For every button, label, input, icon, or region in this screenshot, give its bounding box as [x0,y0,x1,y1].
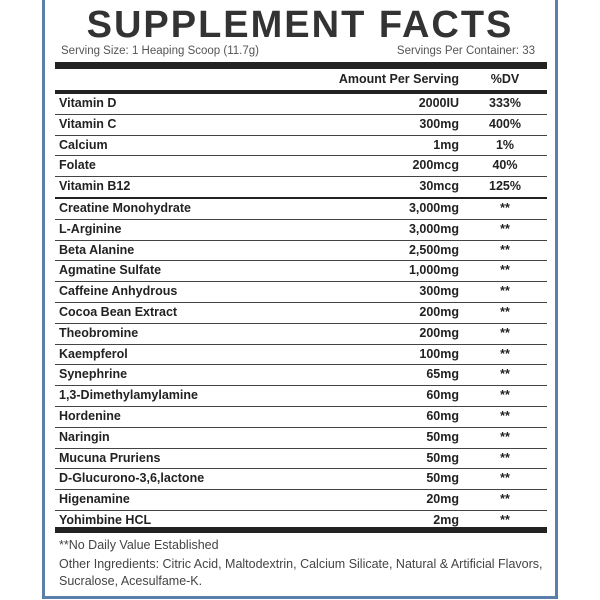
table-row: Synephrine 65mg ** [55,365,547,387]
daily-value: ** [500,408,510,423]
table-row: Caffeine Anhydrous 300mg ** [55,282,547,303]
ingredient-name: Vitamin D [59,96,117,110]
daily-value: 125% [489,179,521,194]
daily-value: ** [500,450,510,465]
table-body: Vitamin D 2000IU 333% Vitamin C 300mg 400% Cal… [55,94,547,532]
daily-value: ** [500,346,510,361]
amount: 2mg [433,512,459,527]
ingredient-name: Synephrine [59,367,128,382]
amount: 60mg [426,408,459,423]
ingredient-name: Naringin [59,429,110,444]
daily-value: ** [500,263,510,278]
amount: 3,000mg [408,221,459,236]
column-header: Amount Per Serving [338,72,459,86]
table-row: Theobromine 200mg ** [55,324,547,345]
daily-value: 1% [495,137,515,152]
amount: 200mg [419,304,459,319]
ingredient-name: Kaempferol [59,346,128,361]
amount: 20mg [426,492,459,507]
daily-value: ** [500,200,510,215]
table-row: Mucuna Pruriens 50mg ** [55,449,547,470]
ingredient-name: Mucuna Pruriens [59,450,161,465]
table-row: Kaempferol 100mg ** [55,345,547,366]
table-row: Hordenine 60mg ** [55,407,547,428]
daily-value: ** [500,512,510,527]
ingredient-name: Hordenine [59,408,121,423]
ingredient-name: Folate [59,158,96,173]
amount: 300mg [419,116,459,131]
table-row: Creatine Monohydrate 3,000mg ** [55,199,547,220]
amount: 100mg [419,346,459,361]
table-row: Cocoa Bean Extract 200mg ** [55,303,547,324]
amount: 65mg [426,367,459,382]
ingredient-name: Vitamin C [59,116,117,131]
ingredient-name: Creatine Monohydrate [59,200,191,215]
table-row: Folate 200mcg 40% [55,156,547,178]
amount: 200mg [419,325,459,340]
amount: 60mg [426,388,459,403]
daily-value: ** [500,388,510,403]
ingredient-name: Yohimbine HCL [59,512,152,527]
divider [55,62,547,69]
table-row: D-Glucurono-3,6,lactone 50mg ** [55,469,547,491]
amount: 50mg [426,429,459,444]
ingredient-name: Caffeine Anhydrous [59,284,178,299]
facts-panel: SUPPLEMENT FACTS Serving Size: 1 Heaping… [42,0,558,599]
servings-per-container: Servings Per Container: 33 [396,45,535,57]
ingredient-name: L-Arginine [59,221,122,236]
amount: 30mcg [419,179,459,194]
other-ingredients: Other Ingredients: Citric Acid, Maltodex… [59,557,543,588]
daily-value: ** [500,429,510,444]
ingredient-name: Agmatine Sulfate [59,263,162,278]
amount: 1mg [433,137,459,152]
table-row: Agmatine Sulfate 1,000mg ** [55,261,547,283]
divider [55,90,547,94]
daily-value: ** [500,304,510,319]
amount: 2,500mg [408,242,459,257]
table-row: Vitamin B12 30mcg 125% [55,177,547,199]
daily-value: 333% [489,96,521,110]
title: SUPPLEMENT FACTS [86,4,514,46]
divider [55,527,547,533]
daily-value: ** [500,492,510,507]
table-row: Naringin 50mg ** [55,428,547,449]
ingredient-name: Beta Alanine [59,242,135,257]
table-row: 1,3-Dimethylamylamine 60mg ** [55,386,547,407]
daily-value: ** [500,284,510,299]
daily-value: ** [500,471,510,486]
table-row: Vitamin D 2000IU 333% [55,94,547,115]
amount: 50mg [426,450,459,465]
daily-value: 400% [489,116,521,131]
amount: 50mg [426,471,459,486]
table-row: Vitamin C 300mg 400% [55,115,547,136]
amount: 1,000mg [408,263,459,278]
table-row: L-Arginine 3,000mg ** [55,220,547,241]
daily-value: ** [500,367,510,382]
daily-value: ** [500,325,510,340]
table-row: Higenamine 20mg ** [55,490,547,511]
ingredient-name: Vitamin B12 [59,179,131,194]
daily-value: ** [500,242,510,257]
ingredient-name: Cocoa Bean Extract [59,304,178,319]
footnote: **No Daily Value Established [59,538,219,552]
table-row: Calcium 1mg 1% [55,136,547,157]
amount: 3,000mg [408,200,459,215]
table-header: Amount Per Serving %DV [55,72,547,90]
ingredient-name: Calcium [59,137,108,152]
amount: 2000IU [418,96,459,110]
ingredient-name: Theobromine [59,325,139,340]
ingredient-name: Higenamine [59,492,130,507]
ingredient-name: 1,3-Dimethylamylamine [59,388,198,403]
serving-size: Serving Size: 1 Heaping Scoop (11.7g) [61,45,259,57]
daily-value: ** [500,221,510,236]
ingredient-name: D-Glucurono-3,6,lactone [59,471,205,486]
amount: 200mcg [412,158,459,173]
daily-value: 40% [492,158,518,173]
amount: 300mg [419,284,459,299]
table-row: Beta Alanine 2,500mg ** [55,241,547,262]
column-header: %DV [490,72,520,86]
